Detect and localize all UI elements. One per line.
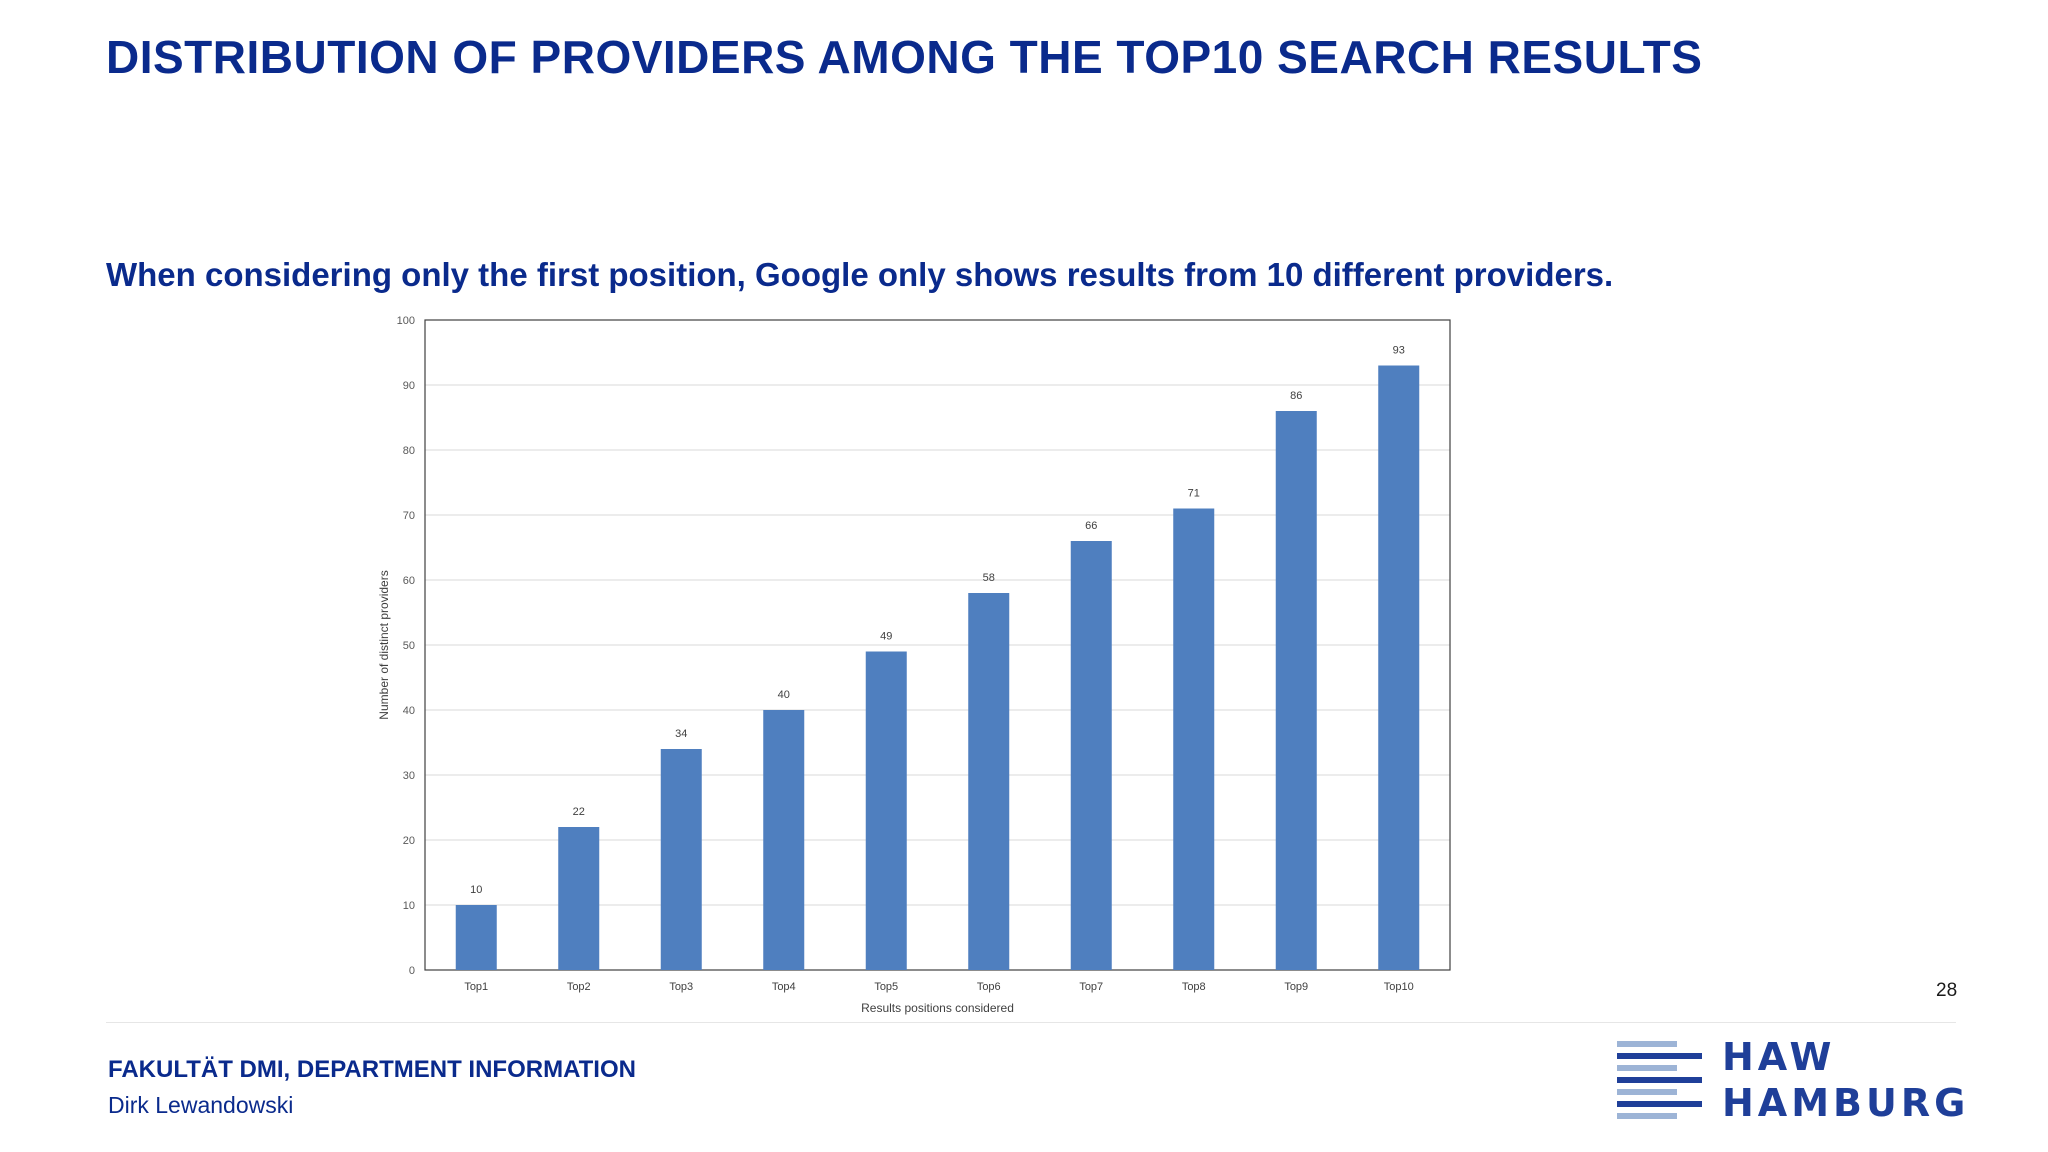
logo-text-hamburg: HAMBURG xyxy=(1722,1081,1970,1125)
bar xyxy=(1173,508,1215,970)
haw-hamburg-logo: HAW HAMBURG xyxy=(1612,1035,1965,1126)
x-tick-label: Top5 xyxy=(874,981,898,993)
bar xyxy=(1378,365,1420,970)
data-label: 58 xyxy=(983,572,995,584)
footer-department: FAKULTÄT DMI, DEPARTMENT INFORMATION xyxy=(108,1056,636,1083)
y-tick-label: 60 xyxy=(403,575,415,587)
x-tick-label: Top7 xyxy=(1079,981,1103,993)
haw-logo-stripes-icon xyxy=(1617,1041,1702,1119)
y-tick-label: 30 xyxy=(403,770,415,782)
data-label: 49 xyxy=(880,631,892,643)
bar xyxy=(763,710,805,970)
data-label: 66 xyxy=(1085,520,1097,532)
logo-text-haw: HAW xyxy=(1722,1035,1836,1079)
bar xyxy=(1070,541,1112,970)
page-number: 28 xyxy=(1936,980,1958,1001)
y-tick-label: 20 xyxy=(403,835,415,847)
data-label: 10 xyxy=(470,884,482,896)
y-axis-title: Number of distinct providers xyxy=(377,570,391,719)
x-tick-label: Top9 xyxy=(1284,981,1308,993)
data-label: 22 xyxy=(573,806,585,818)
data-label: 40 xyxy=(778,689,790,701)
data-label: 86 xyxy=(1290,390,1302,402)
x-axis-title: Results positions considered xyxy=(861,1001,1014,1015)
y-tick-label: 50 xyxy=(403,640,415,652)
bar xyxy=(558,827,600,970)
bar xyxy=(1275,411,1317,970)
bar xyxy=(660,749,702,970)
y-tick-label: 80 xyxy=(403,445,415,457)
bar xyxy=(455,905,497,970)
y-tick-label: 90 xyxy=(403,380,415,392)
bar xyxy=(968,593,1010,970)
bar-chart: 0 10 20 30 40 50 60 70 80 90 100 10 Top1 22 Top2 34 Top3… xyxy=(377,315,1451,1015)
y-tick-label: 0 xyxy=(409,965,415,977)
x-tick-label: Top4 xyxy=(772,981,796,993)
x-tick-label: Top2 xyxy=(567,981,591,993)
y-tick-label: 40 xyxy=(403,705,415,717)
plot-frame xyxy=(424,319,1451,971)
y-tick-label: 100 xyxy=(397,315,415,327)
x-tick-label: Top10 xyxy=(1384,981,1414,993)
y-tick-label: 70 xyxy=(403,510,415,522)
slide-subtitle: When considering only the first position… xyxy=(106,256,1614,293)
x-tick-label: Top6 xyxy=(977,981,1001,993)
footer-author: Dirk Lewandowski xyxy=(108,1092,294,1118)
data-label: 71 xyxy=(1188,488,1200,500)
bar xyxy=(865,651,907,970)
x-tick-label: Top3 xyxy=(669,981,693,993)
x-tick-label: Top1 xyxy=(464,981,488,993)
x-tick-label: Top8 xyxy=(1182,981,1206,993)
slide-title: DISTRIBUTION OF PROVIDERS AMONG THE TOP1… xyxy=(106,31,1703,83)
y-tick-label: 10 xyxy=(403,900,415,912)
data-label: 34 xyxy=(675,728,687,740)
data-label: 93 xyxy=(1393,345,1405,357)
footer-divider xyxy=(106,1022,1956,1023)
